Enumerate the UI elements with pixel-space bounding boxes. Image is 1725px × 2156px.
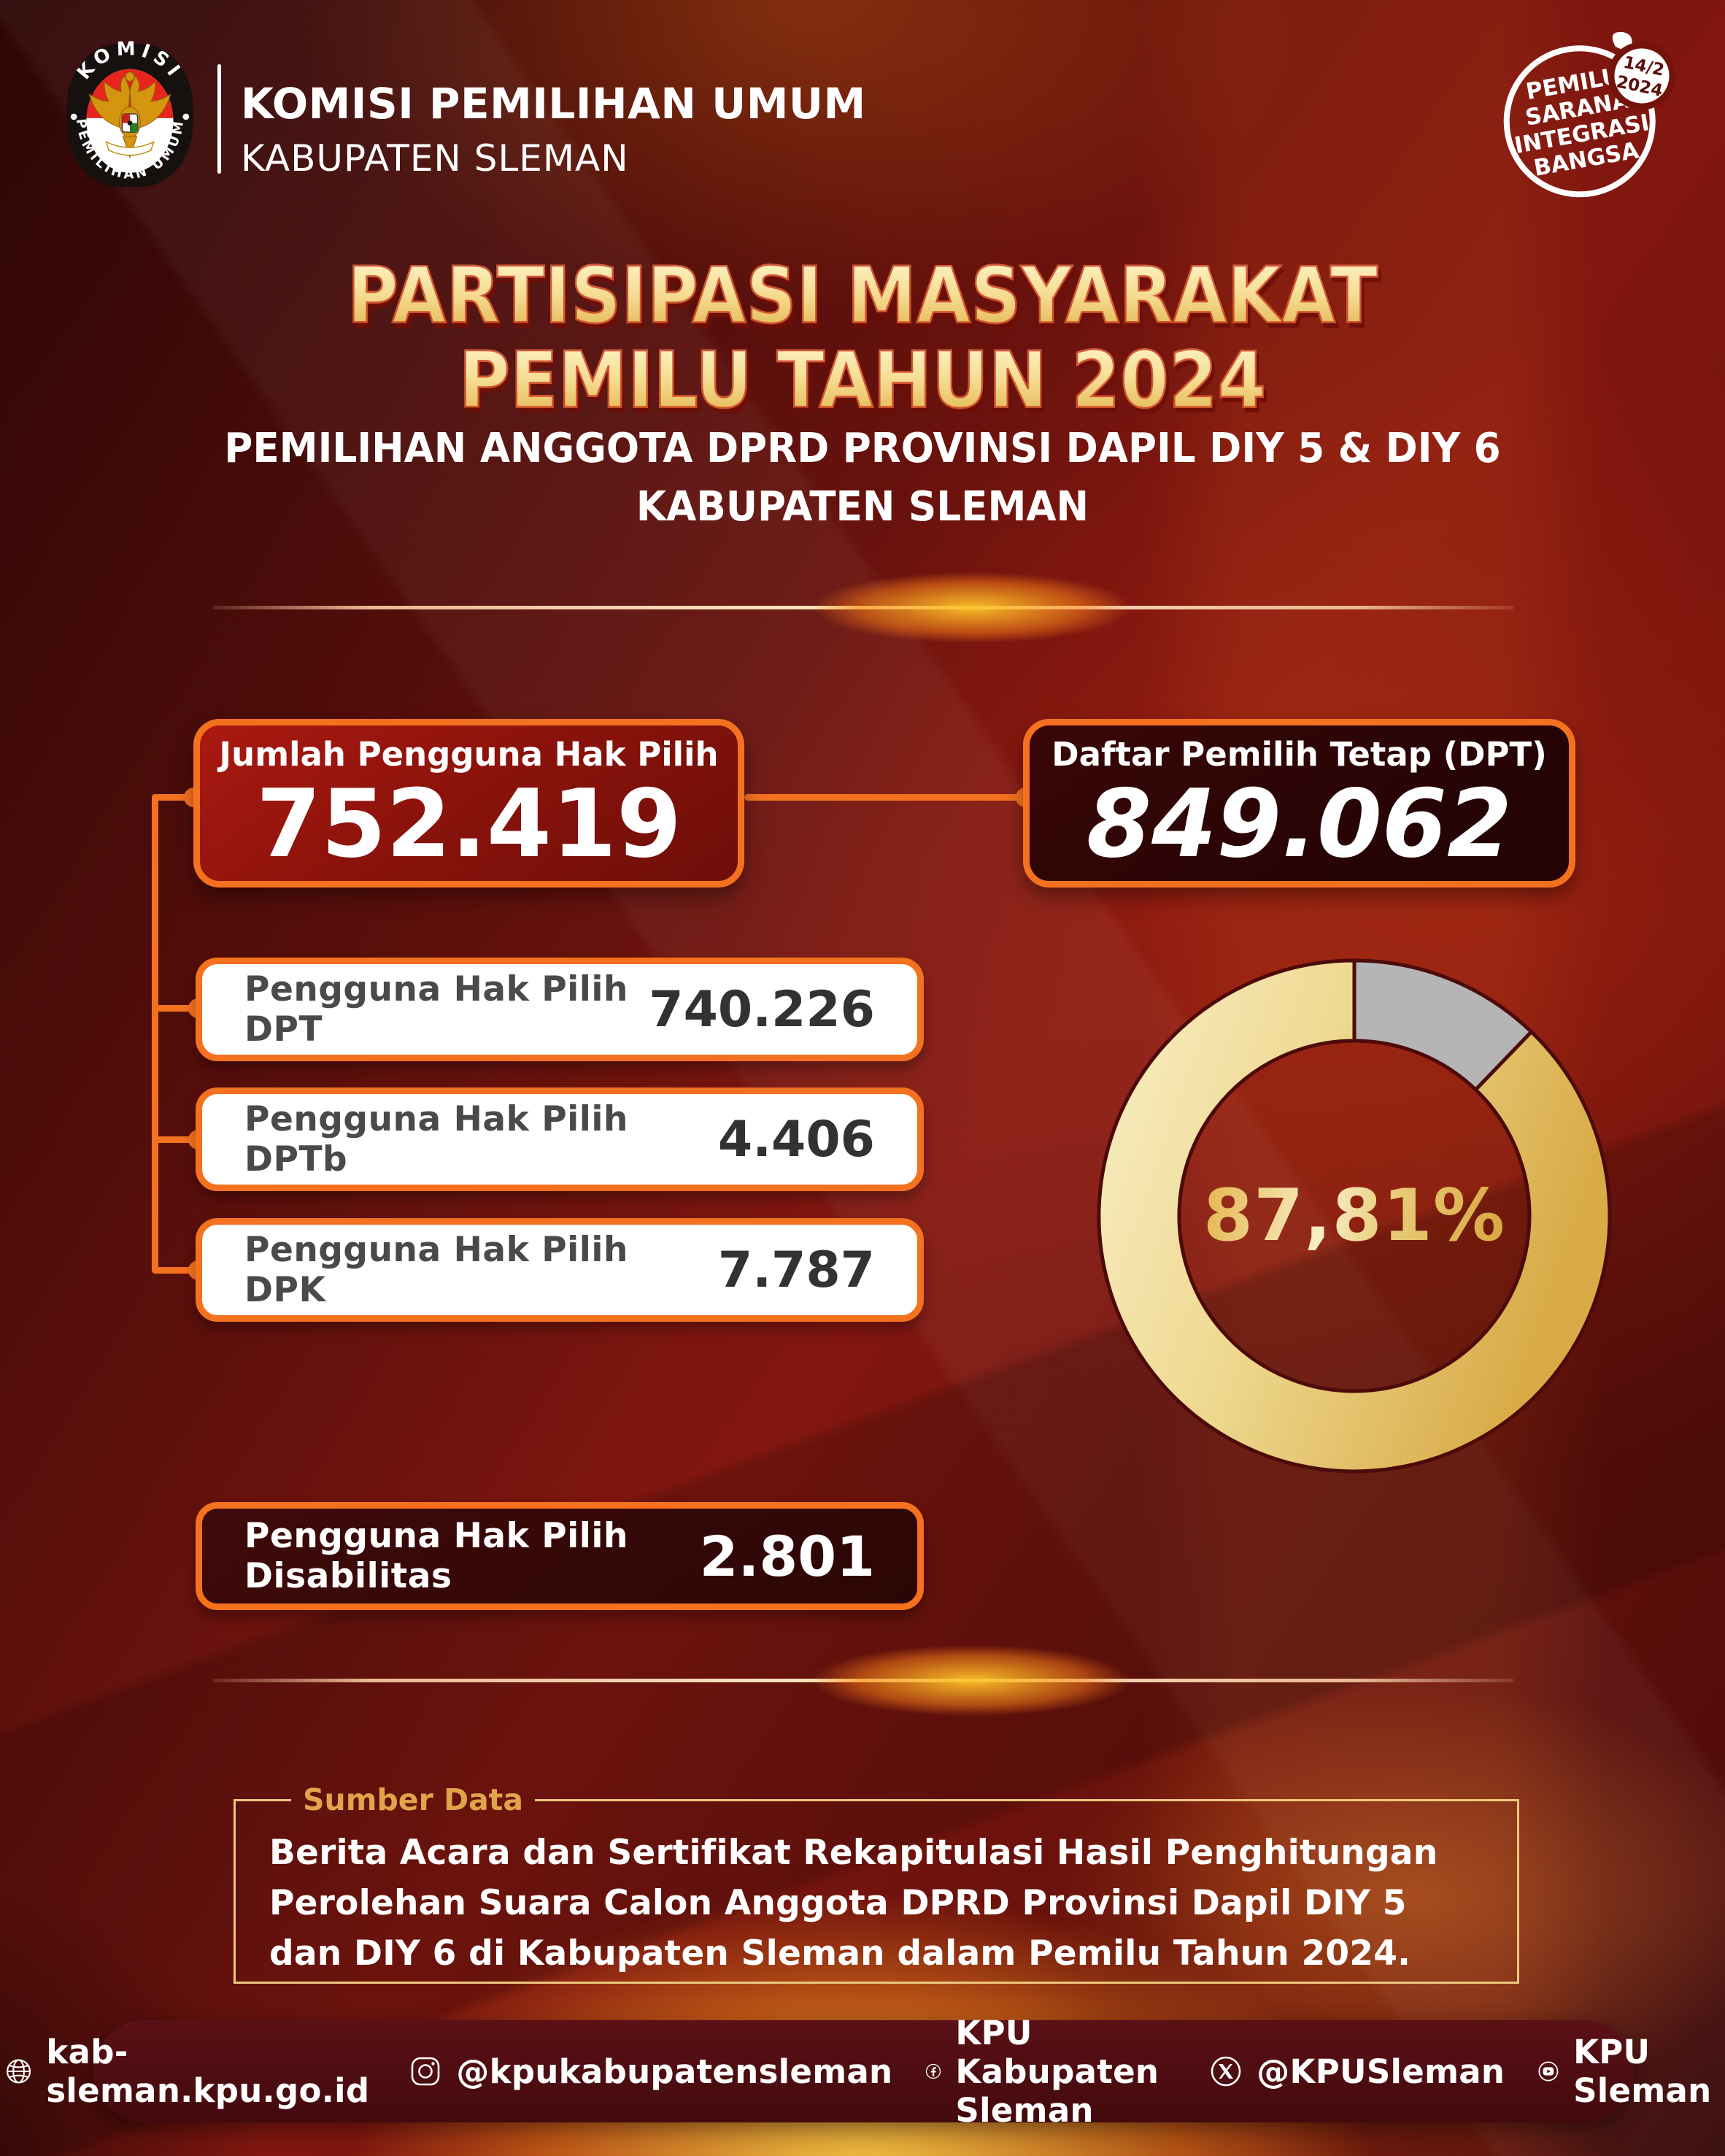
row-label: Pengguna Hak Pilih DPT <box>244 969 628 1050</box>
footer-website[interactable]: kab-sleman.kpu.go.id <box>4 2033 376 2110</box>
source-label: Sumber Data <box>303 1782 524 1817</box>
card-connector-line <box>744 794 1029 801</box>
youtube-icon <box>1538 2061 1559 2082</box>
page-title-line-2: PEMILU TAHUN 2024 <box>52 334 1673 426</box>
instagram-icon <box>412 2057 440 2086</box>
glow-divider-bottom <box>213 1635 1513 1726</box>
row-label: Pengguna Hak Pilih Disabilitas <box>244 1516 628 1596</box>
row-pengguna-dpt: Pengguna Hak Pilih DPT 740.226 <box>196 958 924 1061</box>
participation-donut-chart <box>1097 958 1612 1474</box>
row-label: Pengguna Hak Pilih DPTb <box>244 1099 628 1179</box>
donut-slice-participation <box>1097 958 1612 1474</box>
source-text: Berita Acara dan Sertifikat Rekapitulasi… <box>269 1833 1438 1974</box>
garuda-banner <box>105 141 155 156</box>
card-value: 752.419 <box>256 770 682 879</box>
source-box: Sumber Data Berita Acara dan Sertifikat … <box>234 1782 1519 1984</box>
row-value: 7.787 <box>717 1241 875 1299</box>
row-pengguna-dptb: Pengguna Hak Pilih DPTb 4.406 <box>196 1087 924 1191</box>
globe-icon <box>7 2059 31 2084</box>
footer-facebook-text: KPU Kabupaten Sleman <box>955 2013 1159 2130</box>
footer-instagram-text: @kpukabupatensleman <box>456 2052 893 2091</box>
card-label: Daftar Pemilih Tetap (DPT) <box>1051 735 1547 774</box>
row-value: 740.226 <box>649 980 875 1039</box>
footer-x-text: @KPUSleman <box>1257 2052 1505 2091</box>
page-subtitle-line-1: PEMILIHAN ANGGOTA DPRD PROVINSI DAPIL DI… <box>224 425 1501 472</box>
card-daftar-pemilih-tetap: Daftar Pemilih Tetap (DPT) 849.062 <box>1023 719 1575 888</box>
facebook-icon <box>926 2063 941 2079</box>
bracket-stub-dptb <box>152 1136 198 1143</box>
glow-divider-top <box>213 562 1513 653</box>
card-label: Jumlah Pengguna Hak Pilih <box>219 735 719 774</box>
bracket-stub-dpt <box>152 1005 198 1012</box>
page-title-line-1: PARTISIPASI MASYARAKAT <box>52 250 1673 342</box>
donut-center-label-wrap: 87,81% <box>1093 955 1616 1477</box>
row-label: Pengguna Hak Pilih DPK <box>244 1230 628 1310</box>
footer-website-text: kab-sleman.kpu.go.id <box>46 2033 370 2110</box>
org-unit: KABUPATEN SLEMAN <box>241 137 629 180</box>
footer-facebook[interactable]: KPU Kabupaten Sleman <box>925 2014 1176 2130</box>
row-pengguna-dpk: Pengguna Hak Pilih DPK 7.787 <box>196 1218 924 1322</box>
row-pengguna-disabilitas: Pengguna Hak Pilih Disabilitas 2.801 <box>196 1502 924 1610</box>
garuda-shield <box>121 113 139 133</box>
donut-center-label: 87,81% <box>1203 1174 1506 1258</box>
row-value: 2.801 <box>699 1523 875 1589</box>
footer-x-twitter[interactable]: @KPUSleman <box>1208 2052 1505 2091</box>
row-value: 4.406 <box>717 1110 875 1169</box>
bracket-vertical-line <box>152 794 158 1274</box>
page-subtitle-line-2: KABUPATEN SLEMAN <box>636 483 1089 531</box>
footer-instagram[interactable]: @kpukabupatensleman <box>408 2052 892 2091</box>
bracket-stub-card <box>152 794 196 801</box>
pemilu-2024-badge: PEMILU SARANA INTEGRASI BANGSA 14/2 2024 <box>1503 31 1675 198</box>
bracket-stub-dpk <box>152 1267 198 1274</box>
header-separator <box>217 64 221 174</box>
org-name: KOMISI PEMILIHAN UMUM <box>241 79 866 128</box>
badge-date-circle: 14/2 2024 <box>1608 42 1675 110</box>
kpu-logo: KOMISI PEMILIHAN UMUM <box>66 38 193 187</box>
footer-youtube[interactable]: KPU Sleman <box>1537 2033 1723 2110</box>
x-icon <box>1211 2056 1241 2087</box>
footer-youtube-text: KPU Sleman <box>1573 2033 1712 2110</box>
footer-bar: kab-sleman.kpu.go.id @kpukabupatensleman… <box>7 2014 1711 2130</box>
card-jumlah-pengguna-hak-pilih: Jumlah Pengguna Hak Pilih 752.419 <box>193 719 744 888</box>
card-value: 849.062 <box>1087 770 1512 879</box>
